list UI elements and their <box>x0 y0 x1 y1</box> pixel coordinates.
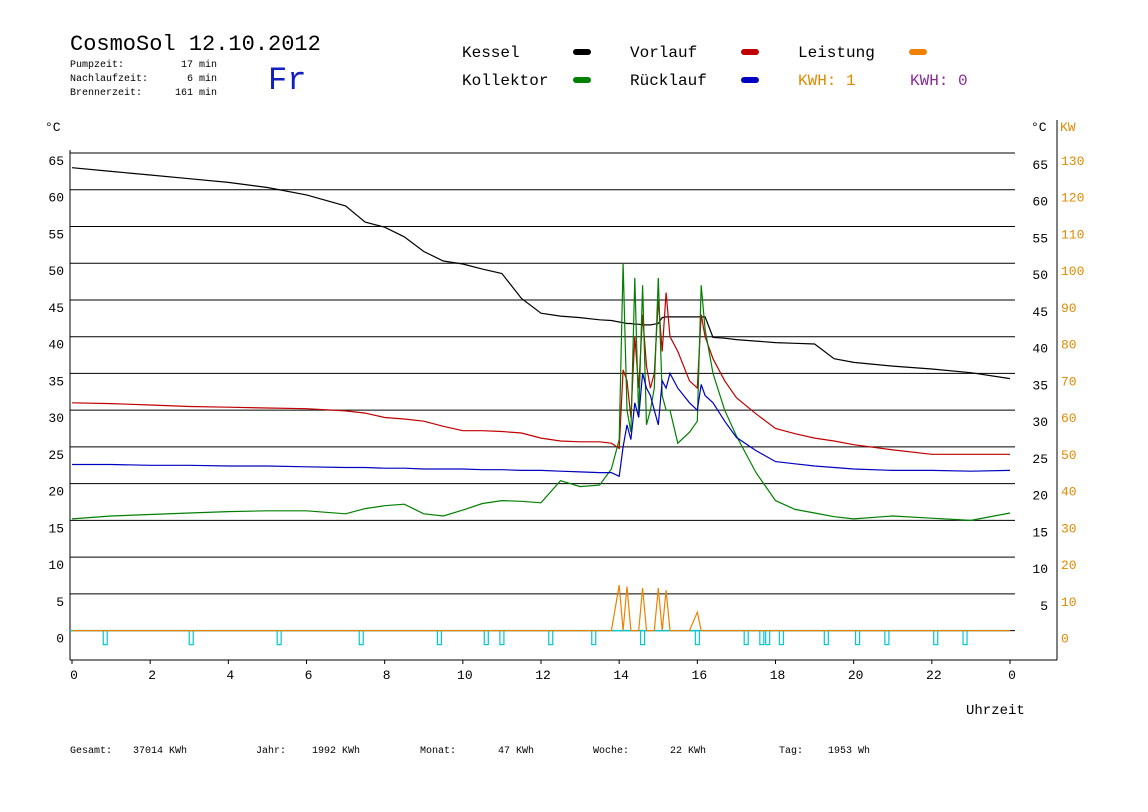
y2-tick-label: 60 <box>1061 411 1077 426</box>
footer-value: 1992 KWh <box>312 745 360 757</box>
y-right-tick-label: 40 <box>1032 342 1048 357</box>
y-right-tick-label: 20 <box>1032 489 1048 504</box>
legend-label: Vorlauf <box>630 44 697 62</box>
info-value: 161 min <box>175 87 217 99</box>
info-label: Pumpzeit: <box>70 59 124 71</box>
y-tick-label: 25 <box>48 448 64 463</box>
y-tick-label: 0 <box>56 632 64 647</box>
y2-tick-label: 40 <box>1061 485 1077 500</box>
footer-label: Woche: <box>593 745 629 757</box>
info-value: 6 min <box>187 73 217 85</box>
y-right-tick-label: 10 <box>1032 562 1048 577</box>
y2-tick-label: 120 <box>1061 191 1084 206</box>
y-right-tick-label: 45 <box>1032 305 1048 320</box>
y-right-tick-label: 30 <box>1032 415 1048 430</box>
x-tick-label: 18 <box>770 668 786 683</box>
y-right-tick-label: 35 <box>1032 378 1048 393</box>
x-tick-label: 2 <box>148 668 156 683</box>
x-tick-label: 12 <box>535 668 551 683</box>
x-axis-label: Uhrzeit <box>966 703 1025 719</box>
y-tick-label: 35 <box>48 374 64 389</box>
y-right-axis-label: °C <box>1031 120 1047 135</box>
y-tick-label: 15 <box>48 521 64 536</box>
x-tick-label: 14 <box>613 668 629 683</box>
y2-tick-label: 10 <box>1061 595 1077 610</box>
footer-value: 1953 Wh <box>828 745 870 757</box>
y-tick-label: 5 <box>56 595 64 610</box>
series-line <box>72 371 1011 478</box>
footer-label: Tag: <box>779 746 803 757</box>
y-right-tick-label: 65 <box>1032 158 1048 173</box>
day-label: Fr <box>268 62 306 99</box>
y-right-tick-label: 15 <box>1032 525 1048 540</box>
y2-tick-label: 30 <box>1061 521 1077 536</box>
pump-marker <box>694 630 700 646</box>
y-tick-label: 10 <box>48 558 64 573</box>
footer-label: Gesamt: <box>70 746 112 757</box>
y2-axis-label: KW <box>1060 120 1076 135</box>
y2-tick-label: 110 <box>1061 227 1084 242</box>
y2-tick-label: 20 <box>1061 558 1077 573</box>
legend-label: Leistung <box>798 44 875 62</box>
series-line <box>72 584 1010 632</box>
y-right-tick-label: 5 <box>1040 599 1048 614</box>
y-tick-label: 50 <box>48 264 64 279</box>
x-tick-label: 22 <box>926 668 942 683</box>
y-tick-label: 40 <box>48 338 64 353</box>
info-label: Brennerzeit: <box>70 87 142 99</box>
x-tick-label: 0 <box>70 668 78 683</box>
y-axis-label: °C <box>45 120 61 135</box>
series-line <box>71 263 1011 522</box>
kwh-label: KWH: 1 <box>798 72 856 90</box>
y-tick-label: 65 <box>48 154 64 169</box>
x-tick-label: 6 <box>305 668 313 683</box>
y-tick-label: 55 <box>48 227 64 242</box>
chart-title: CosmoSol 12.10.2012 <box>70 32 321 57</box>
legend-label: Rücklauf <box>630 72 707 90</box>
y-right-tick-label: 25 <box>1032 452 1048 467</box>
x-tick-label: 16 <box>692 668 708 683</box>
y2-tick-label: 100 <box>1061 264 1084 279</box>
y-tick-label: 60 <box>48 191 64 206</box>
legend-label: Kessel <box>462 44 520 62</box>
y-right-tick-label: 60 <box>1032 195 1048 210</box>
y2-tick-label: 80 <box>1061 338 1077 353</box>
footer-label: Monat: <box>420 746 456 757</box>
y-tick-label: 30 <box>48 411 64 426</box>
series-line <box>71 167 1011 380</box>
kwh-label: KWH: 0 <box>910 72 968 90</box>
y-right-tick-label: 55 <box>1032 231 1048 246</box>
x-tick-label: 20 <box>848 668 864 683</box>
x-tick-label: 8 <box>383 668 391 683</box>
pump-marker <box>640 630 646 646</box>
footer-value: 47 KWh <box>498 745 534 757</box>
y2-tick-label: 90 <box>1061 301 1077 316</box>
y2-tick-label: 0 <box>1061 632 1069 647</box>
y-tick-label: 20 <box>48 485 64 500</box>
legend-label: Kollektor <box>462 72 548 90</box>
y-right-tick-label: 50 <box>1032 268 1048 283</box>
x-tick-label: 10 <box>457 668 473 683</box>
y-tick-label: 45 <box>48 301 64 316</box>
y2-tick-label: 70 <box>1061 374 1077 389</box>
x-tick-label: 4 <box>226 668 234 683</box>
footer-value: 37014 KWh <box>133 745 187 757</box>
footer-label: Jahr: <box>256 745 286 757</box>
footer-value: 22 KWh <box>670 745 706 757</box>
y2-tick-label: 130 <box>1061 154 1084 169</box>
x-tick-label: 0 <box>1008 668 1016 683</box>
y2-tick-label: 50 <box>1061 448 1077 463</box>
info-value: 17 min <box>181 59 217 71</box>
info-label: Nachlaufzeit: <box>70 73 148 85</box>
